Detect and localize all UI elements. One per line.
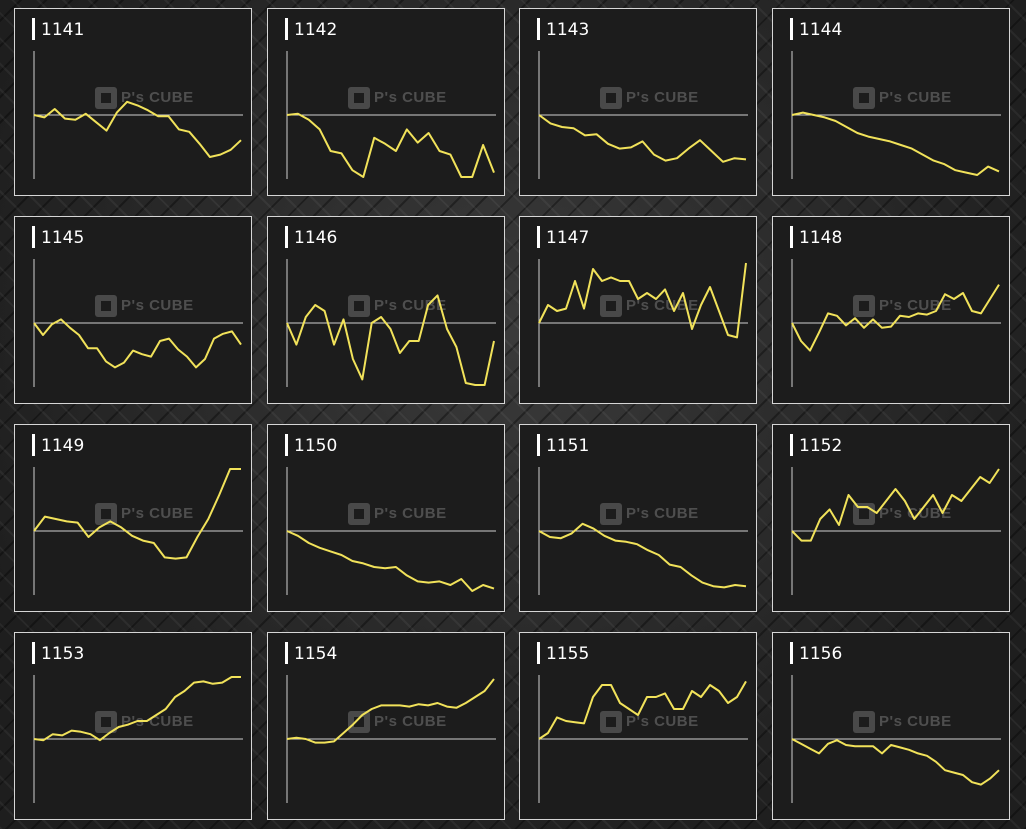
chart-title: 1143 — [537, 18, 589, 40]
chart-panel: 1145 P's CUBE — [14, 216, 252, 404]
chart-panel: 1142 P's CUBE — [267, 8, 505, 196]
chart-title: 1153 — [32, 642, 84, 664]
chart-panel: 1155 P's CUBE — [519, 632, 757, 820]
chart-title: 1155 — [537, 642, 589, 664]
series-line — [33, 468, 241, 560]
chart-title: 1142 — [285, 18, 337, 40]
series-line — [286, 678, 495, 744]
chart-panel: 1144 P's CUBE — [772, 8, 1010, 196]
chart-panel: 1148 P's CUBE — [772, 216, 1010, 404]
chart-title: 1149 — [32, 434, 84, 456]
series-line — [791, 468, 1000, 542]
line-chart — [286, 467, 496, 595]
chart-panel: 1143 P's CUBE — [519, 8, 757, 196]
line-chart — [33, 51, 243, 179]
chart-panel: 1151 P's CUBE — [519, 424, 757, 612]
chart-panel: 1156 P's CUBE — [772, 632, 1010, 820]
series-line — [538, 680, 747, 740]
chart-panel: 1141 P's CUBE — [14, 8, 252, 196]
chart-title: 1150 — [285, 434, 337, 456]
line-chart — [33, 467, 243, 595]
line-chart — [791, 259, 1001, 387]
chart-title: 1156 — [790, 642, 842, 664]
line-chart — [286, 675, 496, 803]
chart-title: 1147 — [537, 226, 589, 248]
line-chart — [791, 467, 1001, 595]
series-line — [538, 262, 747, 339]
series-line — [791, 738, 1000, 786]
chart-title: 1146 — [285, 226, 337, 248]
series-line — [33, 100, 242, 158]
series-line — [538, 114, 747, 163]
series-line — [286, 294, 495, 386]
chart-panel: 1146 P's CUBE — [267, 216, 505, 404]
chart-panel: 1149 P's CUBE — [14, 424, 252, 612]
line-chart — [538, 51, 748, 179]
series-line — [33, 676, 241, 742]
series-line — [33, 318, 242, 369]
series-line — [538, 522, 747, 589]
line-chart — [538, 259, 748, 387]
line-chart — [33, 259, 243, 387]
chart-title: 1148 — [790, 226, 842, 248]
chart-title: 1151 — [537, 434, 589, 456]
line-chart — [286, 259, 496, 387]
chart-panel: 1150 P's CUBE — [267, 424, 505, 612]
chart-title: 1141 — [32, 18, 84, 40]
chart-title: 1152 — [790, 434, 842, 456]
series-line — [286, 112, 495, 178]
chart-title: 1145 — [32, 226, 84, 248]
line-chart — [286, 51, 496, 179]
line-chart — [791, 675, 1001, 803]
line-chart — [538, 675, 748, 803]
chart-panel: 1154 P's CUBE — [267, 632, 505, 820]
chart-title: 1144 — [790, 18, 842, 40]
series-line — [791, 284, 1000, 352]
line-chart — [791, 51, 1001, 179]
series-line — [791, 111, 1000, 176]
line-chart — [538, 467, 748, 595]
line-chart — [33, 675, 243, 803]
series-line — [286, 530, 495, 592]
chart-title: 1154 — [285, 642, 337, 664]
chart-panel: 1153 P's CUBE — [14, 632, 252, 820]
chart-panel: 1152 P's CUBE — [772, 424, 1010, 612]
chart-panel: 1147 P's CUBE — [519, 216, 757, 404]
